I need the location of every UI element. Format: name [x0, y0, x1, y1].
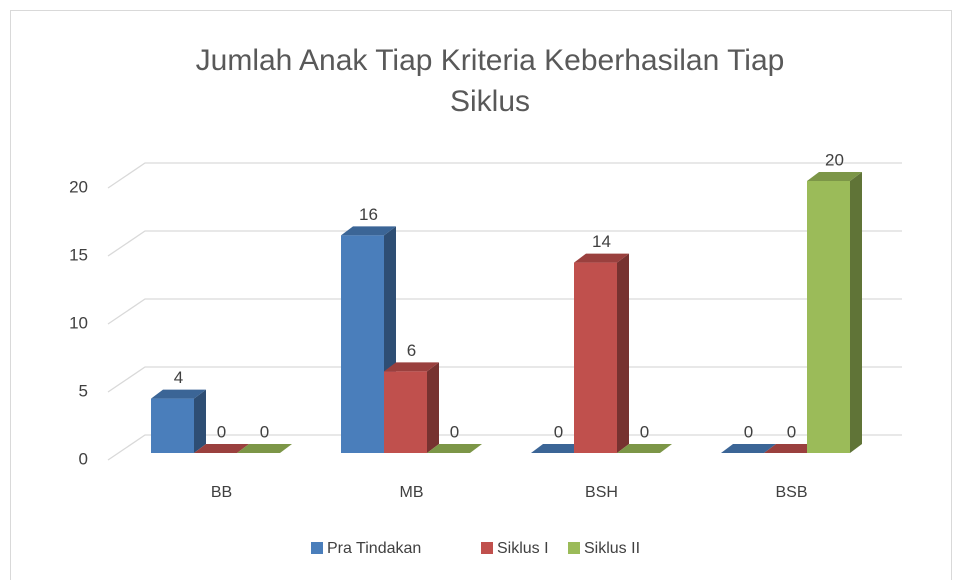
- legend-swatch: [311, 542, 323, 554]
- bar-front: [151, 398, 194, 453]
- y-tick-label: 5: [79, 381, 88, 400]
- bar-side: [850, 172, 862, 453]
- bar-front: [384, 371, 427, 453]
- data-label: 0: [744, 422, 753, 441]
- bar-top: [574, 253, 629, 263]
- y-tick-label: 0: [79, 449, 88, 468]
- data-label: 6: [407, 341, 416, 360]
- bar: [384, 362, 439, 453]
- bar-front: [341, 235, 384, 453]
- grid-line: [107, 162, 902, 189]
- bar: [151, 389, 206, 453]
- chart-border: [10, 10, 952, 580]
- data-label: 0: [217, 422, 226, 441]
- y-tick-label: 15: [69, 245, 88, 264]
- bar: [574, 253, 629, 453]
- bar: [721, 444, 776, 453]
- legend-swatch: [568, 542, 580, 554]
- bar-side: [427, 362, 439, 453]
- bar: [237, 444, 292, 453]
- bar-top: [384, 362, 439, 372]
- grid-line: [107, 298, 902, 325]
- x-tick-label: BSB: [775, 484, 807, 501]
- legend-label: Siklus II: [584, 540, 640, 557]
- grid-line: [107, 434, 902, 461]
- grid-line: [107, 230, 902, 257]
- bar-top: [531, 444, 586, 453]
- chart-title: Jumlah Anak Tiap Kriteria Keberhasilan T…: [196, 44, 785, 77]
- legend-label: Pra Tindakan: [327, 540, 421, 557]
- bar: [764, 444, 819, 453]
- data-label: 0: [450, 422, 459, 441]
- bar-side: [194, 389, 206, 453]
- legend-swatch: [481, 542, 493, 554]
- grid-line: [107, 366, 902, 393]
- data-label: 0: [640, 422, 649, 441]
- bar-top: [151, 389, 206, 399]
- bar-front: [574, 262, 617, 453]
- data-label: 20: [825, 150, 844, 169]
- data-label: 0: [554, 422, 563, 441]
- y-tick-label: 10: [69, 313, 88, 332]
- bar-front: [807, 181, 850, 453]
- bar: [427, 444, 482, 453]
- x-tick-label: BB: [211, 484, 232, 501]
- bar-top: [807, 172, 862, 181]
- data-label: 4: [174, 368, 183, 387]
- y-tick-label: 20: [69, 177, 88, 196]
- x-tick-label: BSH: [585, 484, 618, 501]
- data-label: 14: [592, 232, 611, 251]
- bar: [341, 226, 396, 453]
- bar: [807, 172, 862, 453]
- bar-side: [617, 253, 629, 453]
- bar-top: [194, 444, 249, 453]
- bar-top: [341, 226, 396, 236]
- chart-title: Siklus: [450, 85, 530, 118]
- bar-top: [427, 444, 482, 453]
- data-label: 0: [787, 422, 796, 441]
- x-tick-label: MB: [400, 484, 424, 501]
- bar-top: [721, 444, 776, 453]
- bar: [531, 444, 586, 453]
- bar-top: [237, 444, 292, 453]
- bar-top: [617, 444, 672, 453]
- bar-top: [764, 444, 819, 453]
- bar: [194, 444, 249, 453]
- bar: [617, 444, 672, 453]
- data-label: 16: [359, 205, 378, 224]
- legend-label: Siklus I: [497, 540, 549, 557]
- data-label: 0: [260, 422, 269, 441]
